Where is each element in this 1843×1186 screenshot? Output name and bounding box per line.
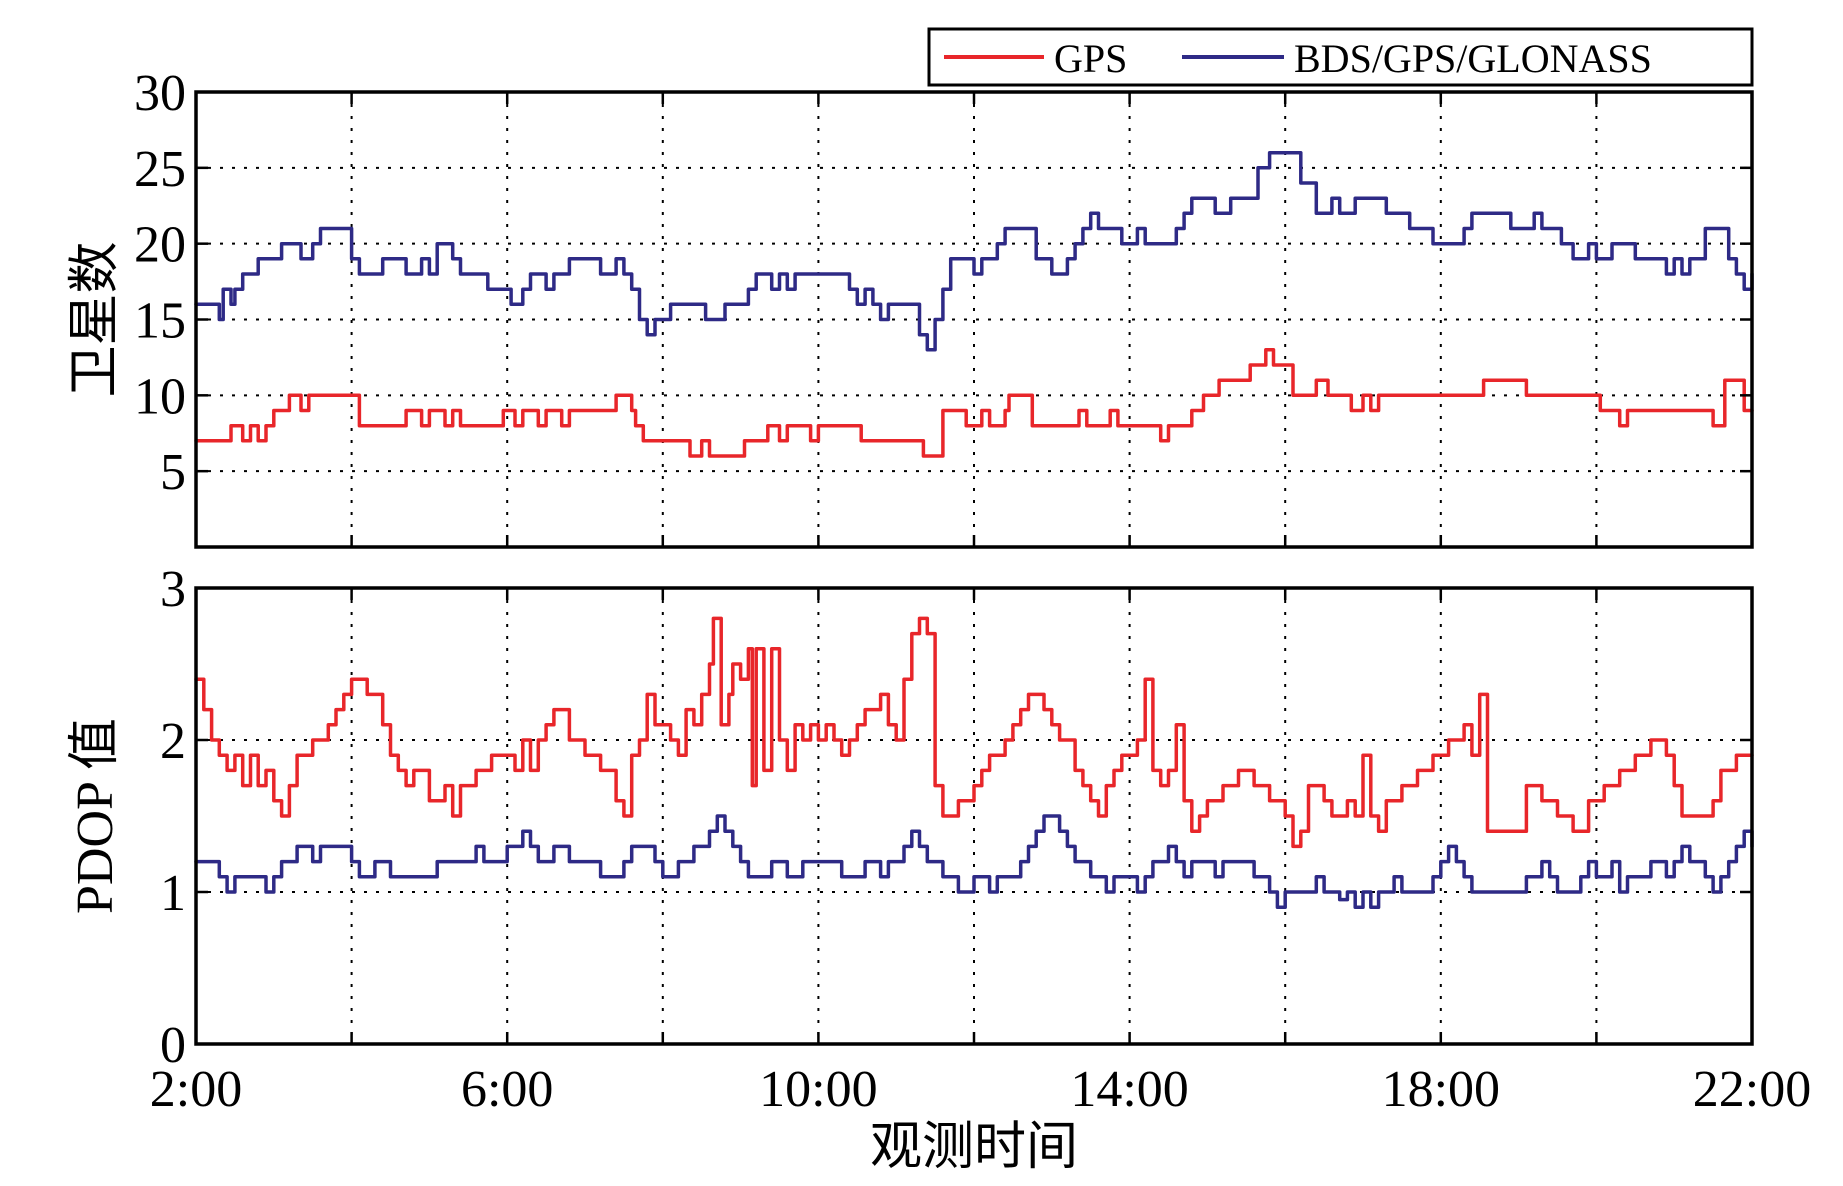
legend-box — [927, 27, 1754, 87]
y-tick-label: 3 — [160, 561, 186, 618]
series-line-bds-gps-glonass — [194, 150, 1754, 352]
series-lines — [194, 150, 1754, 458]
series-lines — [194, 616, 1754, 909]
x-axis-label: 观测时间 — [870, 1119, 1078, 1176]
y-tick-labels: 5 10 15 20 25 30 — [134, 65, 186, 501]
tick-marks — [194, 586, 1754, 1046]
y-tick-label: 10 — [134, 368, 186, 425]
series-line-gps — [194, 348, 1754, 458]
y-tick-label: 25 — [134, 141, 186, 198]
series-line-gps — [194, 616, 1754, 849]
x-tick-label: 14:00 — [1070, 1061, 1188, 1118]
x-tick-labels: 2:00 6:00 10:00 14:00 18:00 22:00 — [150, 1061, 1811, 1118]
y-tick-label: 2 — [160, 713, 186, 770]
grid-lines — [196, 92, 1752, 547]
y-tick-label: 30 — [134, 65, 186, 122]
y-tick-label: 1 — [160, 865, 186, 922]
y-axis-label: PDOP 值 — [67, 718, 124, 914]
legend-label-bds-gps-glonass: BDS/GPS/GLONASS — [1294, 36, 1652, 81]
satellite-count-panel: 5 10 15 20 25 30 卫星数 — [67, 65, 1754, 549]
series-line-bds-gps-glonass — [194, 814, 1754, 909]
x-tick-label: 22:00 — [1693, 1061, 1811, 1118]
y-tick-label: 5 — [160, 444, 186, 501]
x-tick-label: 10:00 — [759, 1061, 877, 1118]
x-tick-label: 2:00 — [150, 1061, 242, 1118]
y-tick-label: 0 — [160, 1017, 186, 1074]
x-tick-label: 18:00 — [1382, 1061, 1500, 1118]
legend-label-gps: GPS — [1054, 36, 1127, 81]
y-tick-labels: 0 1 2 3 — [160, 561, 186, 1074]
legend: GPS BDS/GPS/GLONASS — [927, 27, 1754, 87]
grid-lines — [196, 588, 1752, 1044]
y-tick-label: 15 — [134, 293, 186, 350]
x-tick-label: 6:00 — [461, 1061, 553, 1118]
tick-marks — [194, 90, 1754, 547]
y-tick-label: 20 — [134, 217, 186, 274]
pdop-panel: 0 1 2 3 2:00 6:00 10:00 14:00 18:00 22:00 PDOP 值… — [67, 561, 1811, 1176]
y-axis-label: 卫星数 — [67, 241, 124, 397]
